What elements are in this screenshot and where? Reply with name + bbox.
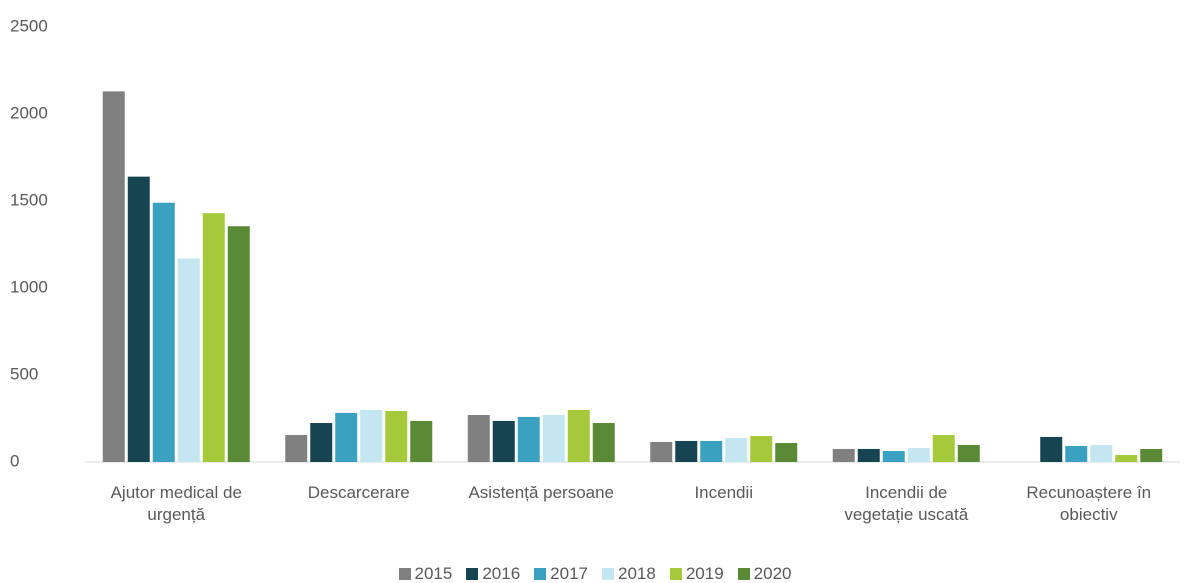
legend: 2015 2016 2017 2018 2019 2020 (0, 564, 1190, 583)
bar (775, 443, 798, 462)
bar (725, 437, 748, 462)
bar (592, 423, 615, 462)
bar (492, 420, 515, 462)
x-tick-label: Ajutor medical de urgență (110, 483, 242, 524)
legend-label: 2016 (482, 564, 521, 583)
x-tick-label: Incendii de vegetație uscată (844, 483, 969, 524)
legend-item: 2020 (737, 564, 792, 583)
y-tick-label: 500 (10, 364, 38, 383)
bar (932, 435, 955, 462)
bar (857, 448, 880, 462)
bar (202, 213, 225, 462)
y-tick-label: 1000 (10, 277, 48, 296)
y-tick-label: 1500 (10, 190, 48, 209)
bar (907, 448, 930, 462)
bar (1090, 444, 1113, 462)
bar (360, 409, 383, 462)
legend-swatch (602, 568, 614, 580)
legend-label: 2020 (753, 564, 792, 583)
bar (700, 440, 723, 462)
bar (567, 409, 590, 462)
bar (467, 415, 490, 462)
y-tick-label: 2000 (10, 103, 48, 122)
x-tick-label: Incendii (694, 483, 754, 502)
bar (310, 423, 333, 462)
bar (832, 448, 855, 462)
bar (410, 420, 433, 462)
legend-swatch (737, 568, 750, 580)
bar (882, 451, 905, 462)
legend-label: 2019 (685, 564, 724, 583)
bar (675, 440, 698, 462)
legend-item: 2018 (602, 564, 656, 583)
bar (285, 435, 308, 462)
legend-item: 2019 (669, 564, 724, 583)
bar (1115, 455, 1138, 462)
legend-item: 2016 (466, 564, 520, 583)
legend-swatch (398, 568, 411, 580)
legend-item: 2017 (534, 564, 588, 583)
bar (750, 436, 773, 462)
legend-swatch (534, 568, 547, 580)
legend-item: 2015 (398, 564, 453, 583)
bar (650, 441, 673, 462)
bar (335, 412, 358, 462)
bar (102, 91, 125, 462)
bar (127, 176, 150, 462)
x-tick-label: Recunoaștere în obiectiv (1026, 483, 1152, 524)
bar (385, 411, 408, 462)
bar (227, 226, 250, 462)
bar (542, 415, 565, 462)
bar (517, 416, 540, 462)
y-tick-label: 0 (10, 451, 19, 470)
bar (1040, 436, 1063, 462)
legend-swatch (466, 568, 479, 580)
bar (152, 202, 175, 463)
x-tick-label: Descarcerare (307, 483, 410, 502)
bar (1140, 448, 1163, 462)
bar (177, 258, 200, 462)
legend-label: 2015 (414, 564, 453, 583)
legend-label: 2017 (550, 564, 588, 583)
bar (1065, 445, 1088, 462)
y-tick-label: 2500 (10, 16, 48, 35)
legend-swatch (669, 568, 682, 580)
x-tick-label: Asistență persoane (468, 483, 615, 502)
bar (957, 444, 980, 462)
legend-label: 2018 (618, 564, 656, 583)
